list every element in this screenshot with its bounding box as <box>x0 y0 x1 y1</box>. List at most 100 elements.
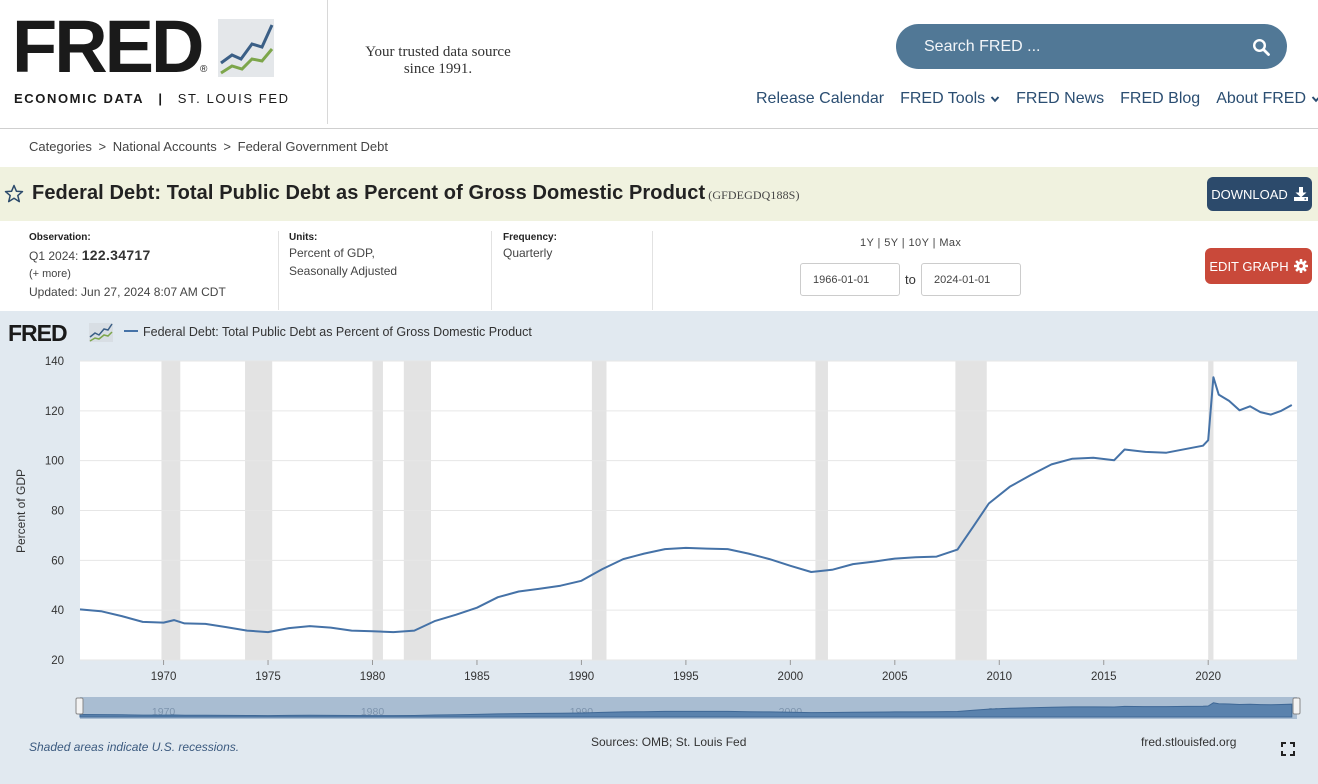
tagline-line1: Your trusted data source <box>365 44 511 60</box>
navigator-tick-label: 1980 <box>361 706 385 718</box>
series-line[interactable] <box>79 376 1293 634</box>
fullscreen-icon[interactable] <box>1281 742 1295 756</box>
logo-sub-st-louis-fed: ST. LOUIS FED <box>177 91 290 106</box>
download-button[interactable]: DOWNLOAD <box>1207 177 1312 211</box>
graph-fred-logo: FRED <box>8 320 67 346</box>
fred-graph[interactable]: FRED Federal Debt: Total Public Debt as … <box>0 311 1318 731</box>
units-line1: Percent of GDP, <box>289 246 375 260</box>
meta-divider <box>652 231 653 310</box>
observation-label: Observation: <box>29 232 91 243</box>
tagline-line2: since 1991. <box>403 61 473 77</box>
updated-row: Updated: Jun 27, 2024 8:07 AM CDT <box>29 283 226 301</box>
units-line2: Seasonally Adjusted <box>289 264 398 278</box>
series-title-text: Federal Debt: Total Public Debt as Perce… <box>32 182 706 204</box>
fred-url-link[interactable]: fred.stlouisfed.org <box>1141 735 1237 749</box>
updated-value: Jun 27, 2024 8:07 AM CDT <box>81 285 226 299</box>
graph-fred-logo-icon <box>89 323 113 342</box>
x-axis-ticks: 1970 1975 1980 1985 1990 1995 2000 2005 2010 2015… <box>151 660 1221 683</box>
y-tick-label: 40 <box>51 605 64 617</box>
breadcrumb-separator: > <box>98 139 107 154</box>
meta-divider <box>491 231 492 310</box>
edit-graph-label: EDIT GRAPH <box>1209 258 1289 274</box>
x-tick-label: 1980 <box>360 671 386 683</box>
y-tick-label: 100 <box>45 456 64 468</box>
series-id: (GFDEGDQ188S) <box>708 188 800 202</box>
range-separator: | <box>932 237 936 249</box>
to-label: to <box>905 272 916 287</box>
site-header: FRED ® ECONOMIC DATA | ST. LOUIS FED You… <box>0 0 1318 129</box>
nav-item-about-fred[interactable]: About FRED <box>1216 88 1318 110</box>
x-tick-label: 2005 <box>882 671 908 683</box>
chevron-down-icon <box>1311 96 1318 103</box>
range-10y[interactable]: 10Y <box>908 237 930 249</box>
y-axis-ticks: 20 40 60 80 100 120 140 <box>45 356 64 667</box>
frequency-value: Quarterly <box>503 246 553 260</box>
range-separator: | <box>901 237 906 249</box>
meta-divider <box>278 231 279 310</box>
y-tick-label: 60 <box>51 555 64 567</box>
breadcrumb-federal-government-debt[interactable]: Federal Government Debt <box>237 139 388 154</box>
navigator-left-handle[interactable] <box>75 697 84 715</box>
range-max[interactable]: Max <box>939 237 962 249</box>
y-tick-label: 120 <box>45 406 64 418</box>
units-label: Units: <box>289 232 318 243</box>
breadcrumb-categories[interactable]: Categories <box>29 139 92 154</box>
start-date-input[interactable] <box>800 263 900 296</box>
breadcrumb-separator: > <box>223 139 232 154</box>
header-divider <box>327 0 328 124</box>
registered-mark: ® <box>200 64 208 75</box>
nav-item-label: About FRED <box>1216 90 1306 107</box>
edit-graph-button[interactable]: EDIT GRAPH <box>1205 248 1312 284</box>
search-icon[interactable] <box>1252 38 1270 56</box>
nav-item-fred-tools[interactable]: FRED Tools <box>900 88 1000 110</box>
download-icon <box>1293 187 1308 201</box>
fred-logo-graph-icon[interactable] <box>218 19 274 77</box>
breadcrumb-national-accounts[interactable]: National Accounts <box>112 139 217 154</box>
chevron-down-icon <box>990 96 1000 103</box>
frequency-label: Frequency: <box>503 232 557 243</box>
navigator-right-handle[interactable] <box>1292 697 1301 715</box>
fred-logo-text[interactable]: FRED <box>12 5 204 88</box>
nav-item-label: Release Calendar <box>756 90 885 107</box>
x-tick-label: 1990 <box>569 671 595 683</box>
tagline: Your trusted data source since 1991. <box>348 44 528 78</box>
y-axis-label: Percent of GDP <box>14 469 28 553</box>
more-observations-link[interactable]: (+ more) <box>29 268 71 280</box>
x-tick-label: 2020 <box>1195 671 1221 683</box>
series-title-bar <box>0 167 1318 221</box>
nav-item-label: FRED Tools <box>900 90 986 107</box>
search-input[interactable] <box>924 24 1244 69</box>
logo-sub-separator: | <box>158 91 164 106</box>
navigator-series-area <box>79 702 1293 718</box>
legend-series-label[interactable]: Federal Debt: Total Public Debt as Perce… <box>143 325 532 339</box>
star-icon[interactable] <box>4 184 24 204</box>
x-tick-label: 1970 <box>151 671 177 683</box>
grid-lines <box>80 360 1297 661</box>
recession-note: Shaded areas indicate U.S. recessions. <box>29 740 240 754</box>
x-tick-label: 2015 <box>1091 671 1117 683</box>
updated-label: Updated: <box>29 285 78 299</box>
nav-item-fred-news[interactable]: FRED News <box>1016 88 1104 110</box>
y-tick-label: 80 <box>51 506 64 518</box>
nav-item-fred-blog[interactable]: FRED Blog <box>1120 88 1200 110</box>
x-tick-label: 2010 <box>986 671 1012 683</box>
observation-row: Q1 2024: 122.34717 <box>29 246 151 265</box>
range-1y[interactable]: 1Y <box>860 237 875 249</box>
series-title: Federal Debt: Total Public Debt as Perce… <box>32 182 800 205</box>
range-links: 1Y | 5Y | 10Y | Max <box>860 237 961 249</box>
graph-sources: Sources: OMB; St. Louis Fed <box>591 735 747 749</box>
nav-item-label: FRED Blog <box>1120 90 1201 107</box>
end-date-input[interactable] <box>921 263 1021 296</box>
logo-sub-economic-data: ECONOMIC DATA <box>14 91 145 106</box>
observation-period: Q1 2024: <box>29 249 79 263</box>
gear-icon <box>1293 259 1308 273</box>
range-5y[interactable]: 5Y <box>884 237 899 249</box>
main-nav: Release Calendar FRED Tools FRED News FRED … <box>740 88 1318 110</box>
nav-item-release-calendar[interactable]: Release Calendar <box>756 88 884 110</box>
download-label: DOWNLOAD <box>1211 186 1288 202</box>
breadcrumb: Categories > National Accounts > Federal… <box>29 139 388 154</box>
range-separator: | <box>877 237 881 249</box>
nav-item-label: FRED News <box>1016 90 1105 107</box>
x-tick-label: 1975 <box>255 671 281 683</box>
